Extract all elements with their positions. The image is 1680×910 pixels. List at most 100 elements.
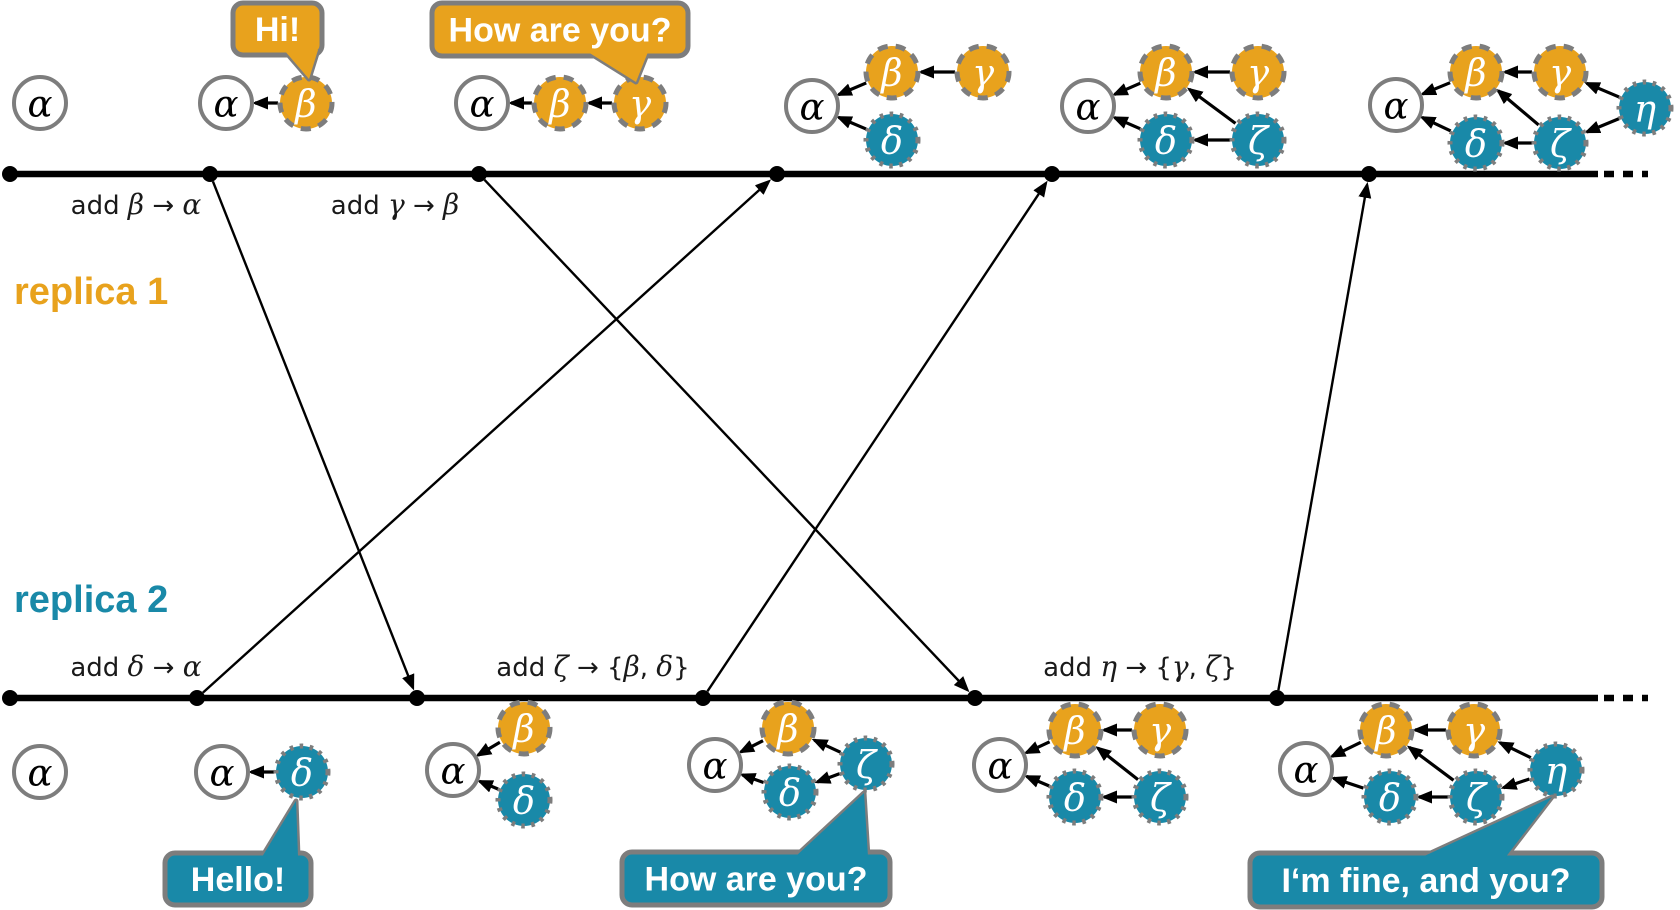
node-glyph-delta: δ [1379, 776, 1401, 819]
node-delta [863, 111, 921, 169]
speech-bubble-text: How are you? [449, 12, 672, 50]
edge-eta-to-gamma [1583, 81, 1620, 99]
node-glyph-zeta: ζ [1466, 776, 1488, 819]
node-alpha [198, 75, 254, 131]
message-arrows-layer [202, 178, 1372, 694]
node-eta [1527, 741, 1585, 799]
edge-beta-to-alpha [835, 81, 867, 97]
message-arrow-3 [483, 178, 970, 693]
node-glyph-delta: δ [1064, 776, 1086, 819]
timeline-event-dot [471, 166, 487, 182]
timelines-layer [2, 166, 1648, 706]
replica2-state-6: α β γ δ ζ η [1278, 701, 1585, 826]
replica2-state-5: α β γ δ ζ [972, 701, 1189, 826]
speech-bubble-text: I‘m fine, and you? [1281, 862, 1570, 900]
timeline-event-dot [189, 690, 205, 706]
operation-label-5: add η → {γ, ζ} [1043, 650, 1237, 683]
speech-bubble-2: How are you? [429, 0, 691, 85]
edge-delta-to-alpha [1330, 776, 1364, 790]
edge-eta-to-gamma [1497, 741, 1532, 760]
edge-zeta-to-beta [1186, 87, 1237, 125]
node-beta [277, 74, 335, 132]
speech-bubble-tail-fill [588, 52, 648, 82]
node-zeta [1447, 768, 1505, 826]
timeline-replica-1 [2, 166, 1648, 182]
node-eta [1616, 79, 1674, 137]
edge-delta-to-alpha [835, 115, 867, 131]
node-alpha [1278, 741, 1334, 797]
node-delta [1046, 768, 1104, 826]
node-glyph-delta: δ [513, 779, 535, 822]
node-glyph-alpha: α [214, 82, 239, 125]
speech-bubble-body [1247, 850, 1605, 910]
replica2-state-4: α βδ ζ [687, 699, 895, 821]
speech-bubble-1: Hi! [230, 0, 325, 82]
node-alpha [784, 78, 840, 134]
replica1-state-5: α β γ δ ζ [1060, 43, 1287, 169]
node-glyph-eta: η [1545, 749, 1567, 792]
node-glyph-eta: η [1634, 87, 1656, 130]
timeline-event-dot [1269, 690, 1285, 706]
edge-beta-to-alpha [738, 739, 764, 754]
timeline-event-dot [2, 166, 18, 182]
edge-zeta-to-beta [1095, 746, 1140, 781]
timeline-event-dot [1044, 166, 1060, 182]
timeline-event-dot [202, 166, 218, 182]
speech-bubble-text: How are you? [645, 861, 868, 899]
node-alpha [425, 742, 481, 798]
edge-beta-to-alpha [1023, 740, 1051, 755]
node-glyph-zeta: ζ [1550, 122, 1572, 165]
edge-zeta-to-delta [814, 771, 841, 784]
node-glyph-beta: β [879, 51, 902, 94]
node-glyph-zeta: ζ [1150, 776, 1172, 819]
edge-delta-to-alpha [1111, 116, 1141, 131]
node-delta [273, 743, 331, 801]
node-glyph-beta: β [511, 707, 534, 750]
node-glyph-alpha: α [470, 82, 495, 125]
node-glyph-gamma: γ [972, 51, 995, 94]
node-glyph-beta: β [1373, 709, 1396, 752]
node-glyph-alpha: α [28, 82, 53, 125]
operation-label-2: add γ → β [331, 188, 459, 221]
node-gamma [611, 74, 669, 132]
speech-bubble-body [230, 0, 325, 58]
edge-delta-to-alpha [476, 779, 499, 793]
node-glyph-beta: β [1062, 709, 1085, 752]
node-delta [495, 771, 553, 829]
replica1-state-3: α β γ [454, 74, 669, 132]
node-glyph-beta: β [547, 82, 570, 125]
node-beta [1046, 701, 1104, 759]
edge-zeta-to-beta [1406, 745, 1455, 782]
speech-bubble-tail-fill [795, 793, 868, 857]
node-alpha [12, 75, 68, 131]
node-glyph-gamma: γ [1463, 709, 1486, 752]
timeline-event-dot [967, 690, 983, 706]
replica-label-2: replica 2 [14, 579, 168, 621]
speech-bubble-text: Hello! [191, 861, 285, 899]
node-alpha [194, 744, 250, 800]
speech-bubble-body [429, 0, 691, 59]
node-beta [1137, 43, 1195, 101]
node-glyph-alpha: α [1076, 85, 1101, 128]
operation-label-1: add β → α [71, 188, 202, 221]
speech-bubble-tail-fill [262, 801, 298, 857]
edge-beta-to-alpha [1329, 740, 1362, 758]
operation-label-3: add δ → α [70, 650, 201, 683]
node-zeta [1229, 111, 1287, 169]
edge-beta-to-alpha [475, 740, 501, 757]
node-beta [495, 699, 553, 757]
message-arrow-5 [1277, 181, 1372, 691]
edge-delta-to-alpha [739, 773, 765, 786]
speech-bubble-3: Hello! [162, 798, 314, 908]
node-glyph-gamma: γ [1149, 709, 1172, 752]
timeline-event-dot [2, 690, 18, 706]
speech-bubble-4: How are you? [619, 790, 893, 908]
replica-label-1: replica 1 [14, 271, 168, 313]
operation-label-4: add ζ → {β, δ} [496, 650, 689, 683]
replica1-state-1: α [12, 75, 68, 131]
node-beta [759, 699, 817, 757]
node-beta [863, 43, 921, 101]
node-glyph-alpha: α [28, 751, 53, 794]
